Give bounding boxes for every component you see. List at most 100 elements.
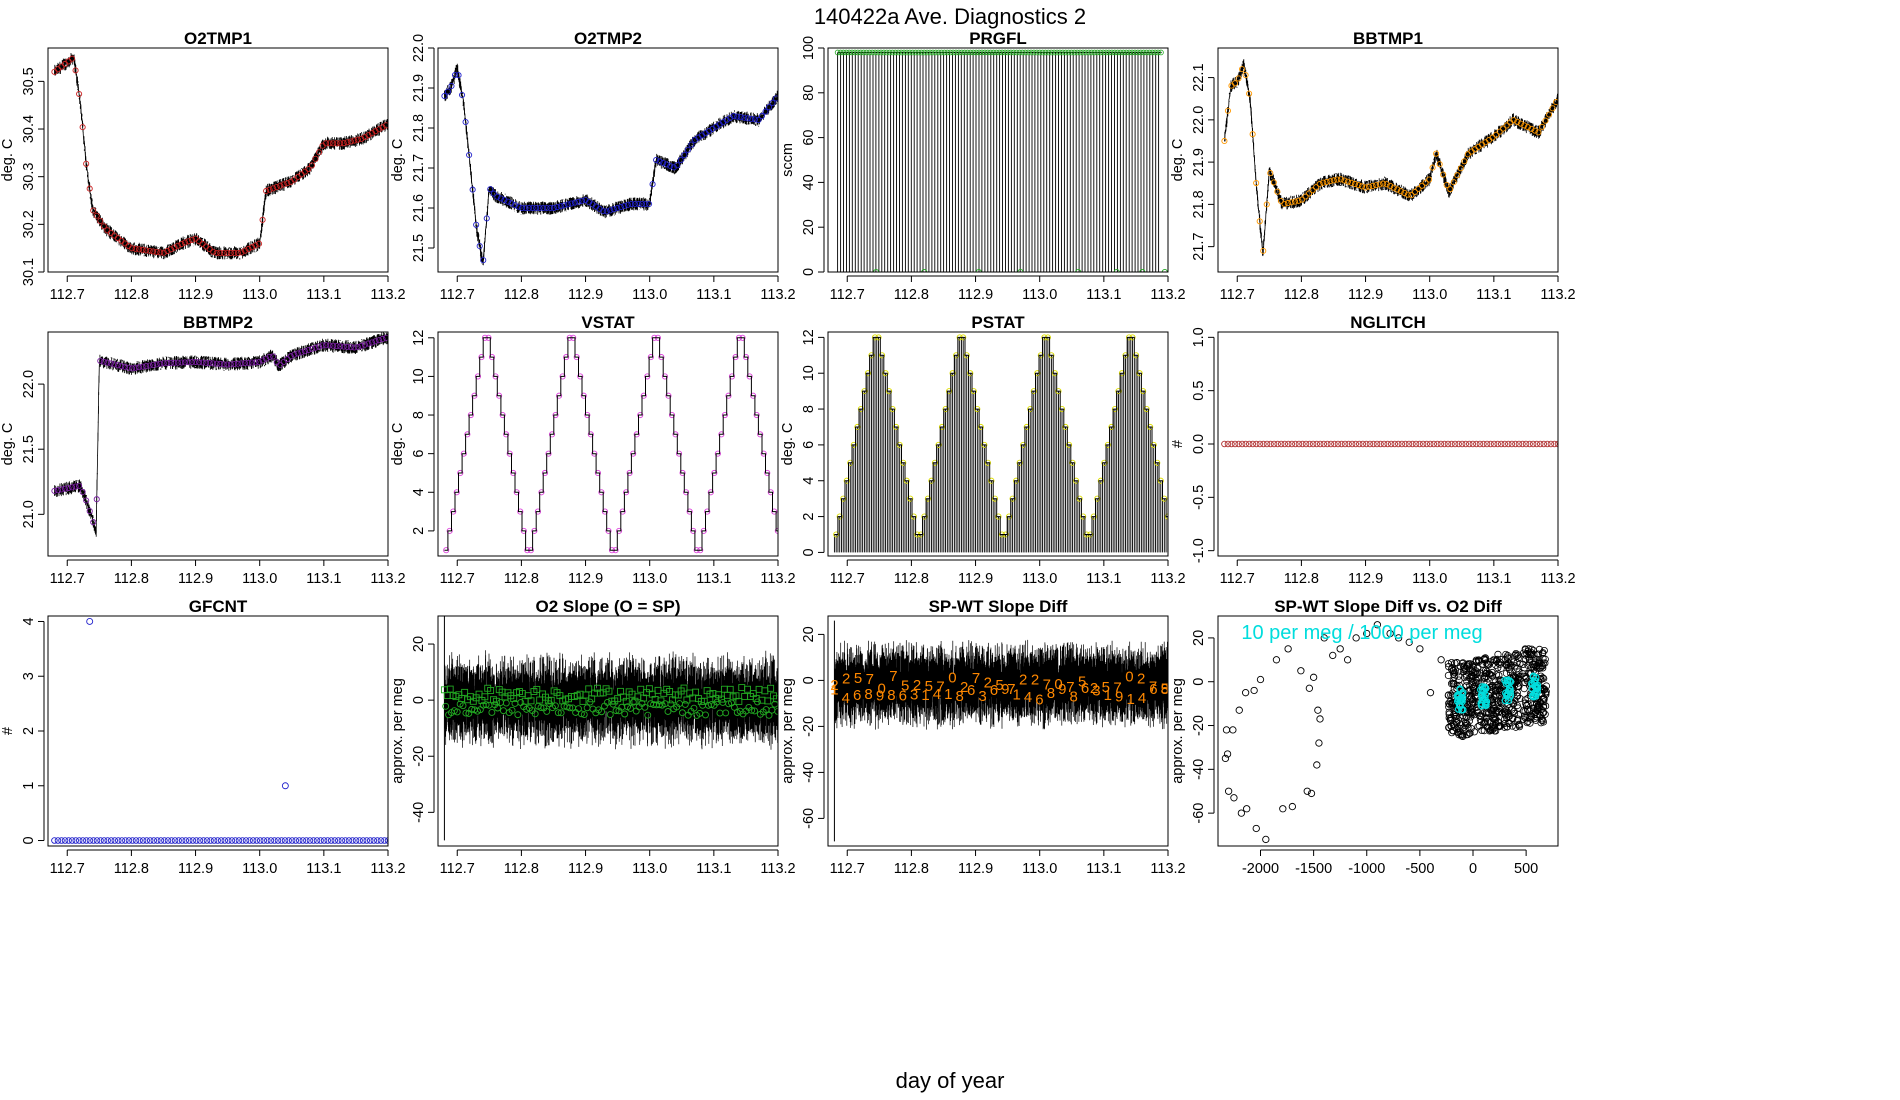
data-point bbox=[1222, 726, 1231, 734]
data-point-highlight bbox=[1529, 680, 1537, 689]
data-point bbox=[1487, 671, 1495, 679]
data-point bbox=[476, 242, 483, 250]
data-point bbox=[1492, 681, 1500, 690]
data-point bbox=[686, 508, 693, 515]
data-point bbox=[1235, 440, 1242, 448]
data-point bbox=[674, 162, 681, 169]
data-point bbox=[160, 360, 167, 367]
data-point bbox=[1094, 495, 1101, 502]
data-point bbox=[1120, 49, 1127, 56]
data-point bbox=[1398, 440, 1406, 448]
data-point bbox=[467, 411, 474, 419]
data-point bbox=[266, 353, 273, 360]
data-point bbox=[1051, 370, 1058, 377]
data-point bbox=[1512, 440, 1519, 448]
data-point bbox=[1016, 49, 1023, 56]
data-point bbox=[90, 837, 97, 844]
data-point bbox=[627, 704, 634, 712]
data-point bbox=[1437, 440, 1445, 448]
data-point bbox=[1468, 705, 1477, 713]
data-point bbox=[836, 513, 843, 520]
data-point bbox=[735, 697, 743, 705]
data-point bbox=[996, 49, 1003, 56]
data-point bbox=[1538, 123, 1546, 130]
data-point bbox=[1472, 657, 1481, 665]
y-tick-label: 30.1 bbox=[21, 258, 37, 286]
data-point bbox=[630, 450, 637, 457]
data-point bbox=[727, 114, 734, 121]
data-point bbox=[83, 497, 90, 504]
data-point bbox=[924, 495, 931, 502]
data-point bbox=[213, 249, 220, 256]
data-point bbox=[1143, 406, 1150, 413]
y-tick-label: 2 bbox=[411, 527, 427, 535]
data-point bbox=[1106, 49, 1112, 56]
data-point bbox=[506, 450, 513, 457]
data-point bbox=[557, 709, 565, 717]
data-point bbox=[224, 361, 231, 368]
data-line bbox=[444, 337, 778, 551]
data-point bbox=[1048, 49, 1055, 56]
data-point bbox=[361, 134, 368, 141]
data-label: 0 bbox=[1054, 676, 1062, 693]
y-tick-label: 0 bbox=[801, 268, 817, 276]
data-point bbox=[368, 339, 376, 346]
data-point bbox=[1256, 218, 1263, 225]
data-point bbox=[1469, 678, 1477, 686]
data-point bbox=[1274, 440, 1281, 448]
data-point bbox=[292, 837, 299, 844]
data-point bbox=[1149, 49, 1156, 56]
data-point bbox=[765, 711, 773, 719]
data-point bbox=[1526, 440, 1533, 448]
data-point bbox=[1306, 440, 1313, 448]
y-tick-label: 21.5 bbox=[411, 234, 427, 262]
data-point bbox=[849, 49, 855, 56]
x-tick-label: 113.1 bbox=[696, 861, 731, 877]
data-point bbox=[1449, 667, 1458, 675]
data-point bbox=[161, 837, 168, 844]
data-point bbox=[930, 49, 936, 56]
data-point bbox=[365, 340, 372, 347]
data-point bbox=[1514, 682, 1522, 690]
y-tick-label: -60 bbox=[1191, 803, 1207, 824]
data-point bbox=[1534, 705, 1542, 713]
data-point bbox=[330, 140, 337, 147]
y-axis-label: deg. C bbox=[390, 423, 406, 466]
data-point bbox=[681, 700, 689, 708]
data-point bbox=[242, 837, 250, 844]
data-point bbox=[751, 116, 758, 123]
data-label: 1 bbox=[830, 682, 838, 699]
data-point bbox=[1143, 49, 1150, 56]
data-point bbox=[704, 508, 711, 515]
data-point bbox=[667, 162, 674, 169]
data-point bbox=[256, 240, 263, 247]
data-point bbox=[1132, 49, 1138, 56]
x-tick-label: 112.9 bbox=[568, 571, 603, 587]
y-tick-label: 40 bbox=[801, 174, 817, 190]
data-point bbox=[185, 359, 192, 366]
data-point bbox=[206, 360, 213, 367]
data-point-highlight bbox=[1528, 679, 1536, 688]
data-point bbox=[76, 90, 83, 98]
data-label: 5 bbox=[925, 678, 933, 695]
data-point-highlight bbox=[1454, 705, 1463, 713]
data-point bbox=[585, 685, 593, 693]
data-point bbox=[878, 49, 884, 56]
data-point bbox=[1303, 787, 1311, 795]
data-point bbox=[174, 359, 181, 366]
data-point bbox=[248, 359, 256, 366]
data-point bbox=[577, 373, 584, 380]
data-point bbox=[707, 701, 715, 708]
data-point bbox=[550, 204, 557, 211]
data-point bbox=[481, 693, 489, 701]
data-point bbox=[1488, 726, 1497, 734]
data-point bbox=[1274, 188, 1281, 195]
chart-title: BBTMP2 bbox=[183, 313, 253, 332]
data-point bbox=[1281, 200, 1288, 207]
data-point bbox=[1455, 676, 1463, 684]
data-label: 4 bbox=[933, 686, 941, 703]
data-point bbox=[924, 49, 930, 56]
data-point bbox=[1019, 49, 1026, 56]
data-point bbox=[773, 95, 778, 102]
data-point bbox=[381, 837, 388, 844]
